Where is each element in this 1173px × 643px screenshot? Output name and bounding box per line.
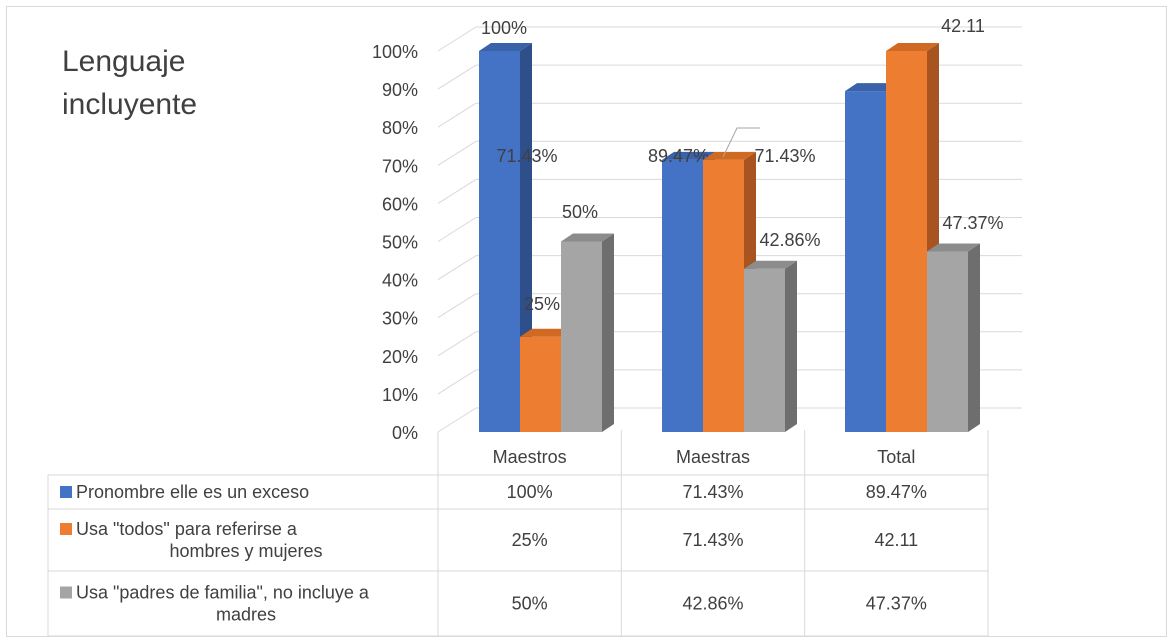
y-tick-label: 30% xyxy=(382,309,418,329)
y-tick-label: 10% xyxy=(382,385,418,405)
data-label: 100% xyxy=(481,18,527,38)
data-label: 42.11 xyxy=(941,16,985,36)
gridline-depth xyxy=(437,331,477,357)
table-cell: 71.43% xyxy=(682,530,743,550)
table-cell: 42.86% xyxy=(682,594,743,614)
data-label: 50% xyxy=(562,202,598,222)
bar-side xyxy=(968,243,980,432)
gridline-depth xyxy=(437,178,477,204)
bar-side xyxy=(602,233,614,432)
bar-side xyxy=(785,260,797,432)
chart-title-line: incluyente xyxy=(62,88,198,121)
bar xyxy=(927,251,968,432)
data-label: 71.43% xyxy=(754,146,815,166)
data-label: 71.43% xyxy=(496,146,557,166)
gridline-depth xyxy=(437,293,477,319)
bar xyxy=(561,241,602,432)
data-label-leader xyxy=(722,127,760,158)
bar-top xyxy=(520,328,573,337)
legend-entry: madres xyxy=(216,605,276,625)
y-tick-label: 20% xyxy=(382,347,418,367)
gridline-depth xyxy=(437,64,477,90)
data-label: 25% xyxy=(524,294,560,314)
gridline-depth xyxy=(437,407,477,433)
table-cell: 42.11 xyxy=(874,530,918,550)
y-tick-label: 60% xyxy=(382,194,418,214)
data-label: 47.37% xyxy=(942,213,1003,233)
bar-top xyxy=(662,151,715,160)
bar xyxy=(479,51,520,432)
legend-key xyxy=(60,523,72,535)
bar xyxy=(520,336,561,432)
y-tick-label: 100% xyxy=(372,42,418,62)
bar-top xyxy=(744,260,797,269)
table-cell: 47.37% xyxy=(866,594,927,614)
gridline-depth xyxy=(437,140,477,166)
y-tick-label: 70% xyxy=(382,156,418,176)
y-tick-label: 80% xyxy=(382,118,418,138)
bar xyxy=(886,51,927,432)
gridline-depth xyxy=(437,255,477,281)
bar-top xyxy=(479,43,532,51)
bar xyxy=(845,91,886,433)
legend-entry: Pronombre elle es un exceso xyxy=(76,482,309,502)
legend-entry: hombres y mujeres xyxy=(169,541,322,561)
gridline-depth xyxy=(437,217,477,242)
bar-top xyxy=(845,83,898,92)
table-cell: 89.47% xyxy=(866,482,927,502)
y-tick-label: 40% xyxy=(382,271,418,291)
y-tick-label: 50% xyxy=(382,233,418,253)
bar xyxy=(744,268,785,432)
table-cell: 100% xyxy=(507,482,553,502)
x-tick-label: Maestros xyxy=(493,447,567,467)
bar xyxy=(662,159,703,433)
legend-key xyxy=(60,586,72,599)
chart-title-line: Lenguaje xyxy=(62,45,186,78)
bar-top xyxy=(927,243,980,252)
table-cell: 25% xyxy=(512,530,548,550)
data-label: 89.47% xyxy=(648,146,709,166)
x-tick-label: Total xyxy=(877,447,915,467)
gridline-depth xyxy=(437,26,477,52)
y-tick-label: 90% xyxy=(382,80,418,100)
legend-entry: Usa "todos" para referirse a xyxy=(76,519,298,539)
bar-top xyxy=(561,233,614,242)
legend-key xyxy=(60,486,72,498)
legend-entry: Usa "padres de familia", no incluye a xyxy=(76,583,370,603)
x-tick-label: Maestras xyxy=(676,447,750,467)
table-cell: 71.43% xyxy=(682,482,743,502)
table-cell: 50% xyxy=(512,594,548,614)
data-label: 42.86% xyxy=(759,230,820,250)
bar-top xyxy=(886,43,939,51)
chart-title: Lenguaje incluyente xyxy=(62,40,262,126)
gridline-depth xyxy=(437,102,477,128)
bar-top xyxy=(703,151,756,160)
gridline-depth xyxy=(437,369,477,395)
y-tick-label: 0% xyxy=(392,423,418,443)
bar xyxy=(703,159,744,433)
